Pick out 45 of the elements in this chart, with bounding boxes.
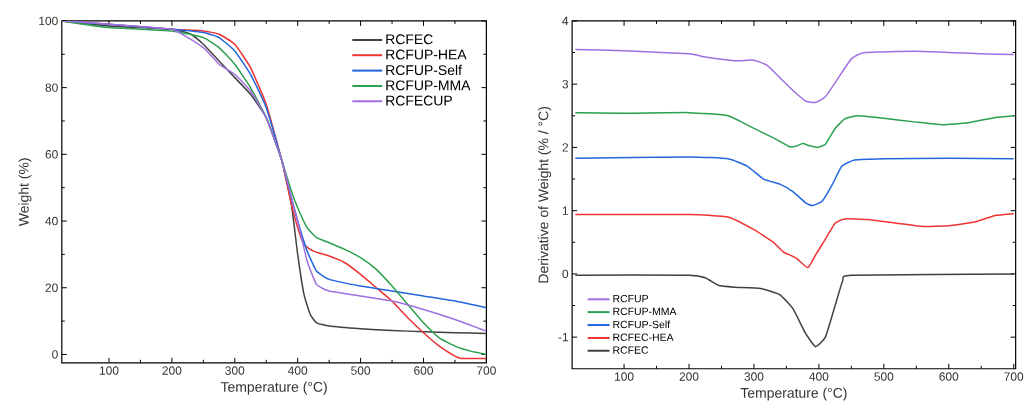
legend-label: RCFUP-MMA: [613, 307, 677, 316]
y-tick-label: 100: [39, 16, 58, 26]
y-tick-label: 1: [562, 206, 569, 215]
x-tick-label: 300: [225, 366, 245, 375]
y-tick-label: 0: [562, 269, 569, 279]
y-tick-label: 2: [562, 143, 568, 152]
line-series: [574, 273, 1015, 348]
y-tick-label: 0: [52, 350, 58, 359]
y-axis-title: Derivative of Weight (% / °C): [538, 107, 552, 283]
legend-label: RCFUP: [613, 295, 649, 303]
legend-label: RCFUP-Self: [386, 65, 462, 76]
x-tick-label: 400: [809, 372, 829, 381]
legend-label: RCFEC: [386, 34, 433, 45]
y-tick-label: 4: [562, 17, 569, 26]
legend-label: RCFUP-MMA: [386, 80, 471, 91]
legend-label: RCFUP-HEA: [386, 49, 467, 60]
y-tick-label: 3: [562, 80, 569, 89]
x-tick-label: 100: [615, 372, 634, 381]
y-tick-label: 80: [45, 83, 58, 93]
x-tick-label: 700: [1004, 372, 1024, 381]
legend-label: RCFEC: [613, 346, 649, 354]
x-tick-label: 100: [99, 366, 119, 375]
y-axis-title: Weight (%): [18, 158, 32, 227]
legend-label: RCFECUP: [386, 95, 452, 106]
y-tick-label: 20: [45, 283, 58, 293]
x-tick-label: 700: [477, 366, 496, 375]
y-tick-label: -1: [558, 333, 569, 342]
x-axis-title: Temperature (°C): [740, 387, 847, 401]
x-tick-label: 200: [679, 372, 699, 381]
x-tick-label: 500: [874, 372, 894, 381]
line-series: [574, 112, 1015, 149]
legend-label: RCFEC-HEA: [613, 333, 674, 342]
x-tick-label: 300: [744, 372, 764, 381]
y-tick-label: 40: [45, 217, 58, 226]
x-tick-label: 600: [939, 372, 959, 381]
line-series: [574, 156, 1015, 207]
legend-label: RCFUP-Self: [613, 320, 671, 329]
line-series: [574, 48, 1015, 104]
x-tick-label: 500: [351, 366, 371, 375]
y-tick-label: 60: [45, 150, 58, 159]
x-tick-label: 200: [162, 366, 182, 375]
line-series: [574, 213, 1015, 269]
x-axis-title: Temperature (°C): [220, 381, 327, 395]
x-tick-label: 400: [287, 366, 308, 375]
x-tick-label: 600: [414, 366, 434, 375]
